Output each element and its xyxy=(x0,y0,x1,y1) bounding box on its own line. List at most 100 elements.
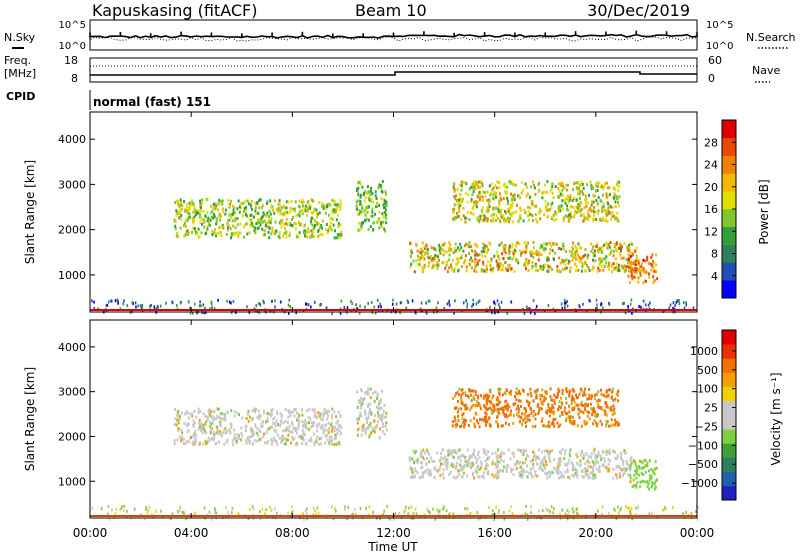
velocity-scatter-cell xyxy=(314,412,317,415)
velocity-clutter-cell xyxy=(445,509,448,513)
power-scatter-cell xyxy=(564,201,567,205)
power-scatter-cell xyxy=(561,199,564,203)
velocity-scatter-cell xyxy=(458,472,461,476)
velocity-scatter-cell xyxy=(629,480,632,484)
power-ytick-label: 1000 xyxy=(58,269,86,282)
power-scatter-cell xyxy=(436,263,439,267)
velocity-scatter-cell xyxy=(503,405,506,409)
power-scatter-cell xyxy=(545,242,548,246)
velocity-clutter-cell xyxy=(626,506,629,510)
power-scatter-cell xyxy=(458,198,461,202)
velocity-scatter-cell xyxy=(521,423,524,427)
velocity-scatter-cell xyxy=(597,452,600,456)
power-scatter-cell xyxy=(423,263,426,267)
power-scatter-cell xyxy=(319,225,322,229)
velocity-scatter-cell xyxy=(365,427,368,431)
power-scatter-cell xyxy=(592,266,595,270)
velocity-scatter-cell xyxy=(548,410,551,413)
power-scatter-cell xyxy=(615,266,618,270)
velocity-scatter-cell xyxy=(505,405,508,409)
power-scatter-cell xyxy=(262,204,264,207)
velocity-scatter-cell xyxy=(580,410,583,413)
power-scatter-cell xyxy=(605,211,608,214)
velocity-clutter-cell xyxy=(597,509,599,513)
power-scatter-cell xyxy=(269,221,272,225)
power-scatter-cell xyxy=(445,263,448,267)
power-scatter-cell xyxy=(509,206,512,210)
velocity-scatter-cell xyxy=(591,411,594,415)
power-scatter-cell xyxy=(565,183,568,187)
power-scatter-cell xyxy=(495,206,498,210)
power-scatter-cell xyxy=(506,219,509,223)
power-scatter-cell xyxy=(646,255,649,259)
power-scatter-cell xyxy=(251,224,254,228)
cpid-value: normal (fast) 151 xyxy=(93,95,211,109)
power-scatter-cell xyxy=(568,259,570,263)
velocity-scatter-cell xyxy=(524,449,527,453)
velocity-scatter-cell xyxy=(512,402,515,406)
power-scatter-cell xyxy=(465,216,468,220)
velocity-scatter-cell xyxy=(600,392,603,396)
power-scatter-cell xyxy=(367,190,370,194)
velocity-scatter-cell xyxy=(246,436,249,440)
power-scatter-cell xyxy=(442,253,445,257)
velocity-scatter-cell xyxy=(571,466,574,470)
date-title: 30/Dec/2019 xyxy=(587,1,690,20)
power-scatter-cell xyxy=(244,199,247,203)
power-scatter-cell xyxy=(629,255,632,259)
power-scatter-cell xyxy=(384,190,387,194)
power-scatter-cell xyxy=(511,196,514,199)
velocity-scatter-cell xyxy=(517,414,520,418)
power-scatter-cell xyxy=(602,193,604,197)
power-scatter-cell xyxy=(289,223,292,227)
power-clutter-cell xyxy=(175,304,178,307)
velocity-scatter-cell xyxy=(534,391,537,395)
velocity-scatter-cell xyxy=(571,387,574,391)
velocity-scatter-cell xyxy=(590,402,593,406)
velocity-scatter-cell xyxy=(586,469,589,473)
velocity-scatter-cell xyxy=(369,396,372,400)
velocity-scatter-cell xyxy=(580,403,583,407)
power-scatter-cell xyxy=(638,264,641,268)
power-scatter-cell xyxy=(482,190,485,194)
power-scatter-cell xyxy=(586,183,588,187)
power-scatter-cell xyxy=(584,216,587,220)
velocity-scatter-cell xyxy=(271,408,273,412)
power-scatter-cell xyxy=(503,190,506,193)
power-scatter-cell xyxy=(580,201,583,205)
power-scatter-cell xyxy=(280,206,283,210)
velocity-scatter-cell xyxy=(653,482,656,486)
power-clutter-cell xyxy=(262,299,265,303)
power-scatter-cell xyxy=(409,265,412,269)
power-scatter-cell xyxy=(489,268,492,272)
velocity-clutter-cell xyxy=(264,512,266,516)
velocity-clutter-cell xyxy=(576,507,578,511)
power-clutter-cell xyxy=(355,303,357,307)
velocity-scatter-cell xyxy=(520,473,522,477)
power-clutter-cell xyxy=(131,301,134,304)
velocity-scatter-cell xyxy=(357,416,360,420)
power-clutter-cell xyxy=(466,302,469,306)
power-scatter-cell xyxy=(498,202,501,206)
velocity-scatter-cell xyxy=(573,422,576,426)
velocity-scatter-cell xyxy=(315,438,318,442)
power-scatter-cell xyxy=(382,215,385,219)
power-scatter-cell xyxy=(627,253,630,257)
power-scatter-cell xyxy=(239,202,242,206)
velocity-scatter-cell xyxy=(568,394,571,398)
velocity-colorbar-tick-label: −500 xyxy=(688,458,718,471)
velocity-scatter-cell xyxy=(570,402,573,406)
power-scatter-cell xyxy=(313,219,316,223)
velocity-scatter-cell xyxy=(616,423,619,427)
power-scatter-cell xyxy=(236,207,239,211)
power-scatter-cell xyxy=(431,257,434,261)
velocity-scatter-cell xyxy=(588,393,591,397)
power-scatter-cell xyxy=(309,235,312,239)
power-scatter-cell xyxy=(464,191,467,195)
velocity-scatter-cell xyxy=(640,471,643,475)
power-scatter-cell xyxy=(616,180,619,184)
power-scatter-cell xyxy=(283,231,286,235)
power-scatter-cell xyxy=(534,192,537,196)
power-scatter-cell xyxy=(233,206,236,210)
velocity-scatter-cell xyxy=(255,408,258,412)
